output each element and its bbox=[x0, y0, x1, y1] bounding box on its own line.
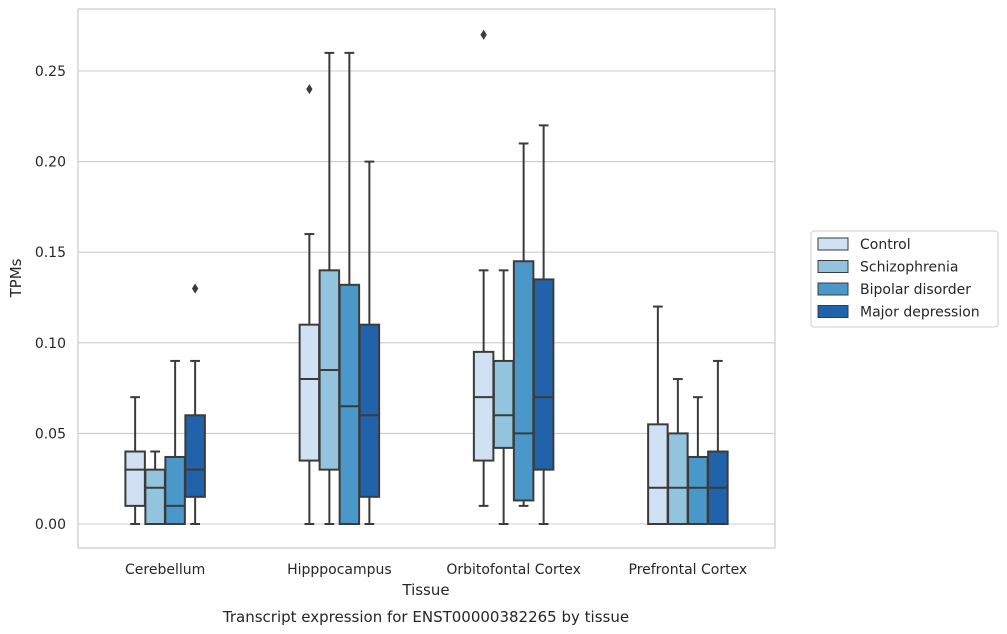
box-iqr bbox=[472, 350, 495, 462]
box-iqr bbox=[144, 468, 166, 526]
x-tick-label: Orbitofontal Cortex bbox=[446, 562, 581, 578]
box-element bbox=[472, 29, 495, 507]
plot-frame bbox=[77, 8, 776, 549]
box-iqr bbox=[687, 455, 709, 525]
category-group bbox=[472, 29, 555, 525]
x-tick-label: Prefrontal Cortex bbox=[629, 562, 748, 578]
category-group bbox=[124, 283, 206, 526]
chart-caption: Transcript expression for ENST0000038226… bbox=[222, 608, 629, 626]
x-tick-label: Cerebellum bbox=[125, 562, 205, 578]
box-iqr bbox=[667, 432, 689, 525]
category-group bbox=[647, 305, 729, 525]
box-element bbox=[358, 160, 381, 525]
box-element bbox=[532, 124, 555, 525]
box-element bbox=[298, 84, 321, 525]
y-axis-title: TPMs bbox=[7, 258, 25, 298]
legend-label: Bipolar disorder bbox=[860, 282, 971, 298]
box-element bbox=[338, 51, 361, 526]
y-tick-label: 0.05 bbox=[35, 426, 66, 442]
legend-swatch bbox=[817, 260, 849, 273]
category-group bbox=[298, 51, 381, 526]
box-element bbox=[512, 142, 535, 507]
box-iqr bbox=[532, 278, 555, 471]
y-tick-label: 0.25 bbox=[35, 64, 66, 80]
y-tick-label: 0.00 bbox=[35, 517, 66, 533]
box-element bbox=[687, 396, 709, 525]
legend-item: Major depression bbox=[817, 305, 980, 321]
x-tick-label: Hipppocampus bbox=[287, 562, 392, 578]
y-tick-labels: 0.00 0.05 0.10 0.15 0.20 0.25 bbox=[35, 64, 66, 533]
box-element bbox=[124, 396, 146, 525]
box-element bbox=[647, 305, 669, 525]
legend-swatch bbox=[817, 305, 849, 318]
x-tick-labels: Cerebellum Hipppocampus Orbitofontal Corte… bbox=[125, 562, 747, 578]
box-iqr bbox=[298, 323, 321, 462]
box-iqr bbox=[492, 359, 515, 449]
outlier-point bbox=[480, 29, 487, 40]
y-tick-label: 0.20 bbox=[35, 155, 66, 171]
y-tick-label: 0.15 bbox=[35, 245, 66, 261]
box-iqr bbox=[358, 323, 381, 498]
box-iqr bbox=[647, 423, 669, 525]
x-axis-title: Tissue bbox=[401, 581, 449, 599]
y-tick-label: 0.10 bbox=[35, 336, 66, 352]
box-iqr bbox=[184, 414, 206, 498]
legend-label: Major depression bbox=[860, 305, 980, 321]
outlier-point bbox=[191, 283, 199, 294]
box-element bbox=[492, 269, 515, 525]
box-groups bbox=[124, 29, 729, 526]
legend-item: Bipolar disorder bbox=[817, 282, 971, 298]
legend-item: Control bbox=[817, 237, 911, 253]
legend-label: Control bbox=[860, 237, 911, 253]
legend-swatch bbox=[817, 282, 849, 296]
box-element bbox=[707, 359, 729, 525]
legend-label: Schizophrenia bbox=[860, 260, 958, 276]
box-element bbox=[318, 51, 341, 525]
outlier-point bbox=[306, 84, 313, 95]
legend-swatch bbox=[817, 237, 849, 251]
box-element bbox=[164, 359, 186, 525]
legend: Control Schizophrenia Bipolar disorder Majo… bbox=[810, 230, 999, 328]
legend-item: Schizophrenia bbox=[817, 260, 958, 276]
box-element bbox=[667, 378, 689, 525]
box-iqr bbox=[338, 283, 361, 526]
box-iqr bbox=[512, 260, 535, 502]
box-iqr bbox=[164, 455, 186, 525]
legend-frame bbox=[810, 230, 999, 328]
box-element bbox=[184, 283, 206, 525]
box-iqr bbox=[124, 450, 146, 507]
box-element bbox=[144, 450, 166, 526]
